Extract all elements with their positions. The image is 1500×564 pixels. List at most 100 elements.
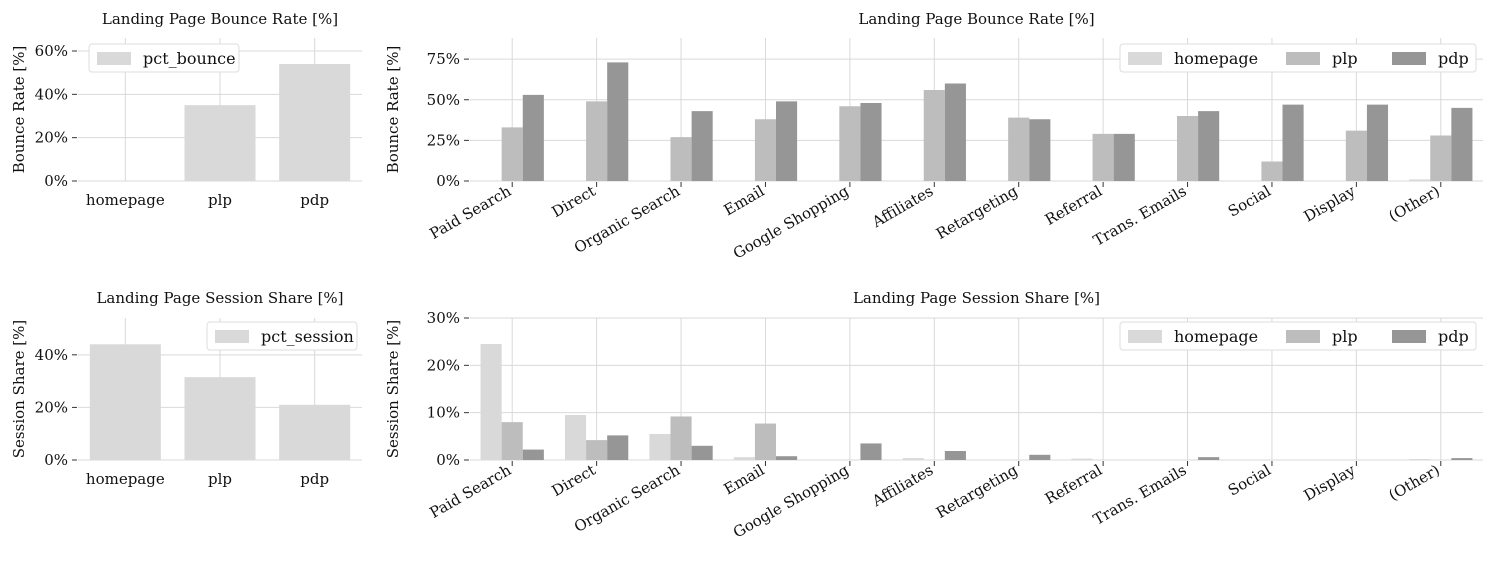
bar-pct_bounce-plp (184, 105, 256, 181)
y-tick-label: 0% (436, 172, 460, 190)
bar-homepage-affiliates (902, 458, 924, 460)
legend-swatch (1392, 330, 1426, 343)
bar-homepage-email (733, 457, 755, 460)
legend-swatch (1392, 52, 1426, 65)
bar-plp-affiliates (923, 90, 945, 181)
bar-pdp-retargeting (1029, 119, 1051, 181)
bar-pdp-retargeting (1029, 454, 1051, 460)
legend-label: homepage (1174, 49, 1258, 68)
bar-plp-direct (586, 440, 608, 460)
bar-pdp--other- (1451, 107, 1473, 181)
x-tick-label: homepage (86, 191, 165, 209)
bar-plp-email (754, 423, 777, 460)
legend-swatch (1128, 330, 1162, 343)
y-tick-label: 20% (35, 129, 68, 147)
y-tick-label: 0% (436, 451, 460, 469)
x-tick-label: Affiliates (868, 182, 936, 232)
legend-label: homepage (1174, 327, 1258, 346)
y-tick-label: 30% (427, 309, 460, 327)
chart-panel-3: 0% 20% 40% homepage plp pdp Landing Page Sessi… (10, 289, 362, 488)
legend-swatch (215, 330, 249, 343)
x-tick-label: (Other) (1386, 182, 1443, 225)
bar-plp-organic-search (670, 137, 692, 181)
bar-pdp-trans-emails (1198, 111, 1220, 181)
chart-title: Landing Page Bounce Rate [%] (102, 10, 338, 28)
x-tick-label: Social (1225, 461, 1274, 500)
y-tick-label: 40% (35, 85, 68, 103)
bar-pdp-email (776, 101, 798, 181)
y-tick-label: 25% (427, 131, 460, 149)
bar-pdp-affiliates (944, 83, 966, 181)
bar-homepage--other- (1409, 459, 1431, 460)
x-tick-label: (Other) (1386, 461, 1443, 504)
bar-pdp-trans-emails (1198, 457, 1220, 460)
legend-label: pct_session (261, 327, 354, 346)
chart-title: Landing Page Session Share [%] (96, 289, 343, 307)
y-tick-label: 40% (35, 346, 68, 364)
bar-pdp-direct (607, 62, 629, 181)
chart-panel-1: 0% 20% 40% 60% homepage plp pdp Landing Page Bo… (10, 10, 362, 209)
x-tick-label: Email (721, 461, 768, 499)
bar-plp-social (1261, 161, 1283, 181)
legend-label: pdp (1438, 49, 1469, 68)
y-tick-label: 50% (427, 91, 460, 109)
bar-pdp-google-shopping (860, 103, 882, 181)
y-axis-label: Session Share [%] (384, 320, 402, 458)
bar-homepage-direct (564, 415, 587, 460)
x-tick-label: Direct (549, 461, 599, 500)
bar-pdp--other- (1451, 458, 1473, 460)
y-tick-label: 10% (427, 404, 460, 422)
bar-plp-email (754, 119, 777, 181)
x-tick-label: Email (721, 182, 768, 220)
legend: homepage plp pdp (1119, 43, 1477, 73)
legend: pct_session (206, 321, 358, 351)
chart-title: Landing Page Session Share [%] (853, 289, 1100, 307)
bar-plp-trans-emails (1176, 116, 1199, 181)
x-tick-label: Retargeting (933, 461, 1021, 522)
legend: homepage plp pdp (1119, 321, 1477, 351)
legend-swatch (1128, 52, 1162, 65)
y-axis-label: Bounce Rate [%] (384, 46, 402, 174)
bar-plp-paid-search (501, 127, 523, 181)
bar-pdp-referral (1113, 133, 1135, 181)
bar-homepage--other- (1409, 179, 1431, 181)
bar-pct_session-homepage (89, 344, 161, 460)
legend-label: pct_bounce (143, 49, 236, 68)
bar-homepage-paid-search (480, 344, 502, 460)
chart-title: Landing Page Bounce Rate [%] (858, 10, 1094, 28)
legend: pct_bounce (88, 43, 240, 73)
bar-pct_session-plp (184, 377, 256, 460)
x-tick-label: Trans. Emails (1090, 461, 1189, 529)
legend-label: plp (1332, 327, 1358, 346)
bar-plp-referral (1092, 133, 1114, 181)
x-tick-label: Paid Search (427, 182, 515, 243)
x-tick-label: plp (208, 191, 232, 209)
y-tick-label: 0% (44, 451, 68, 469)
x-tick-label: homepage (86, 470, 165, 488)
bar-plp-direct (586, 101, 608, 181)
x-tick-label: Display (1301, 461, 1359, 505)
bar-plp-paid-search (501, 422, 523, 460)
bar-pdp-email (776, 456, 798, 460)
bar-pct_bounce-pdp (279, 64, 351, 181)
y-axis-label: Session Share [%] (10, 320, 28, 458)
y-tick-label: 20% (427, 356, 460, 374)
x-tick-label: Affiliates (868, 461, 936, 511)
legend-label: plp (1332, 49, 1358, 68)
x-tick-label: pdp (300, 470, 329, 488)
x-tick-label: Direct (549, 182, 599, 221)
bar-pdp-organic-search (691, 111, 713, 181)
x-tick-label: Display (1301, 182, 1359, 226)
bar-pct_session-pdp (279, 404, 351, 460)
bar-pdp-paid-search (522, 449, 544, 460)
bar-pdp-display (1366, 104, 1389, 181)
bar-pdp-google-shopping (860, 443, 882, 460)
legend-swatch (1286, 52, 1320, 65)
bar-plp--other- (1430, 135, 1452, 181)
bar-pdp-social (1282, 104, 1304, 181)
x-tick-label: Retargeting (933, 182, 1021, 243)
y-axis-label: Bounce Rate [%] (10, 46, 28, 174)
x-tick-label: Referral (1042, 182, 1105, 229)
